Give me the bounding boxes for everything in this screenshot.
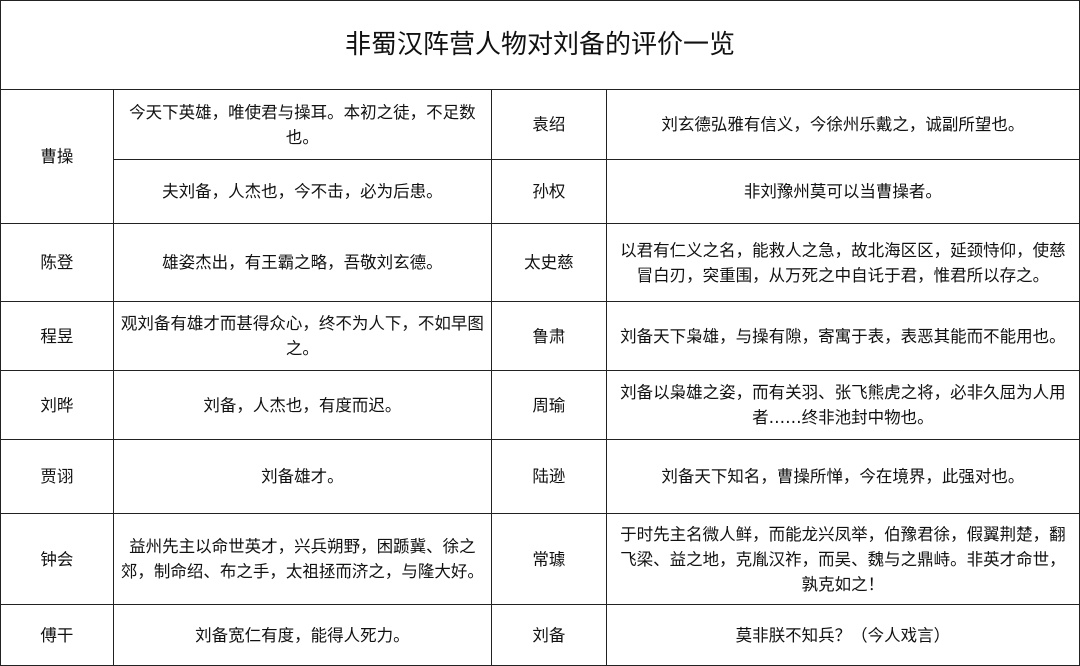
table-title: 非蜀汉阵营人物对刘备的评价一览 <box>0 0 1080 90</box>
person-name: 刘晔 <box>0 370 114 440</box>
quote: 今天下英雄，唯使君与操耳。本初之徒，不足数也。 <box>112 89 493 160</box>
person-name: 陆逊 <box>491 439 607 514</box>
person-name: 傅干 <box>0 604 114 666</box>
table-row: 夫刘备，人杰也，今不击，必为后患。 孙权 非刘豫州莫可以当曹操者。 <box>1 159 1080 224</box>
quote: 夫刘备，人杰也，今不击，必为后患。 <box>112 159 493 224</box>
quote: 刘备天下枭雄，与操有隙，寄寓于表，表恶其能而不能用也。 <box>605 301 1080 371</box>
table-row: 曹操 今天下英雄，唯使君与操耳。本初之徒，不足数也。 袁绍 刘玄德弘雅有信义，今… <box>0 89 1080 224</box>
quote: 雄姿杰出，有王霸之略，吾敬刘玄德。 <box>112 223 493 302</box>
table-row: 刘晔 刘备，人杰也，有度而迟。 周瑜 刘备以枭雄之姿，而有关羽、张飞熊虎之将，必… <box>0 370 1080 440</box>
person-name: 常璩 <box>491 513 607 605</box>
quote: 观刘备有雄才而甚得众心，终不为人下，不如早图之。 <box>112 301 493 371</box>
person-name: 鲁肃 <box>491 301 607 371</box>
person-name: 钟会 <box>0 513 114 605</box>
person-name: 袁绍 <box>491 89 607 160</box>
quote: 刘备以枭雄之姿，而有关羽、张飞熊虎之将，必非久屈为人用者……终非池封中物也。 <box>605 370 1080 440</box>
quote: 益州先主以命世英才，兴兵朔野，困踬冀、徐之郊，制命绍、布之手，太祖拯而济之，与隆… <box>112 513 493 605</box>
person-name: 周瑜 <box>491 370 607 440</box>
person-name: 孙权 <box>491 159 607 224</box>
table-row: 钟会 益州先主以命世英才，兴兵朔野，困踬冀、徐之郊，制命绍、布之手，太祖拯而济之… <box>0 513 1080 605</box>
person-name: 贾诩 <box>0 439 114 514</box>
quote: 刘玄德弘雅有信义，今徐州乐戴之，诚副所望也。 <box>605 89 1080 160</box>
quote: 刘备宽仁有度，能得人死力。 <box>112 604 493 666</box>
quote: 刘备天下知名，曹操所惮，今在境界，此强对也。 <box>605 439 1080 514</box>
table-row: 陈登 雄姿杰出，有王霸之略，吾敬刘玄德。 太史慈 以君有仁义之名，能救人之急，故… <box>0 223 1080 302</box>
person-name: 陈登 <box>0 223 114 302</box>
table-row: 贾诩 刘备雄才。 陆逊 刘备天下知名，曹操所惮，今在境界，此强对也。 <box>0 439 1080 514</box>
quote: 刘备，人杰也，有度而迟。 <box>112 370 493 440</box>
quote: 非刘豫州莫可以当曹操者。 <box>605 159 1080 224</box>
quote: 莫非朕不知兵？（今人戏言） <box>605 604 1080 666</box>
quote: 于时先主名微人鲜，而能龙兴凤举，伯豫君徐，假翼荆楚，翻飞梁、益之地，克胤汉祚，而… <box>605 513 1080 605</box>
person-name: 程昱 <box>0 301 114 371</box>
table-row: 程昱 观刘备有雄才而甚得众心，终不为人下，不如早图之。 鲁肃 刘备天下枭雄，与操… <box>0 301 1080 371</box>
quote: 刘备雄才。 <box>112 439 493 514</box>
person-name: 太史慈 <box>491 223 607 302</box>
person-name: 刘备 <box>491 604 607 666</box>
person-name: 曹操 <box>0 89 114 224</box>
quote: 以君有仁义之名，能救人之急，故北海区区，延颈恃仰，使慈冒白刃，突重围，从万死之中… <box>605 223 1080 302</box>
table-row: 傅干 刘备宽仁有度，能得人死力。 刘备 莫非朕不知兵？（今人戏言） <box>0 604 1080 666</box>
